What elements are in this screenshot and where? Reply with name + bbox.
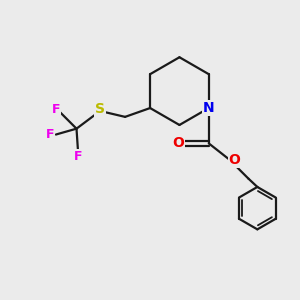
Text: F: F [52,103,60,116]
Text: O: O [229,153,241,166]
Text: F: F [46,128,54,141]
Text: N: N [203,101,214,115]
Text: F: F [74,150,82,163]
Text: S: S [95,102,105,116]
Text: O: O [172,136,184,150]
